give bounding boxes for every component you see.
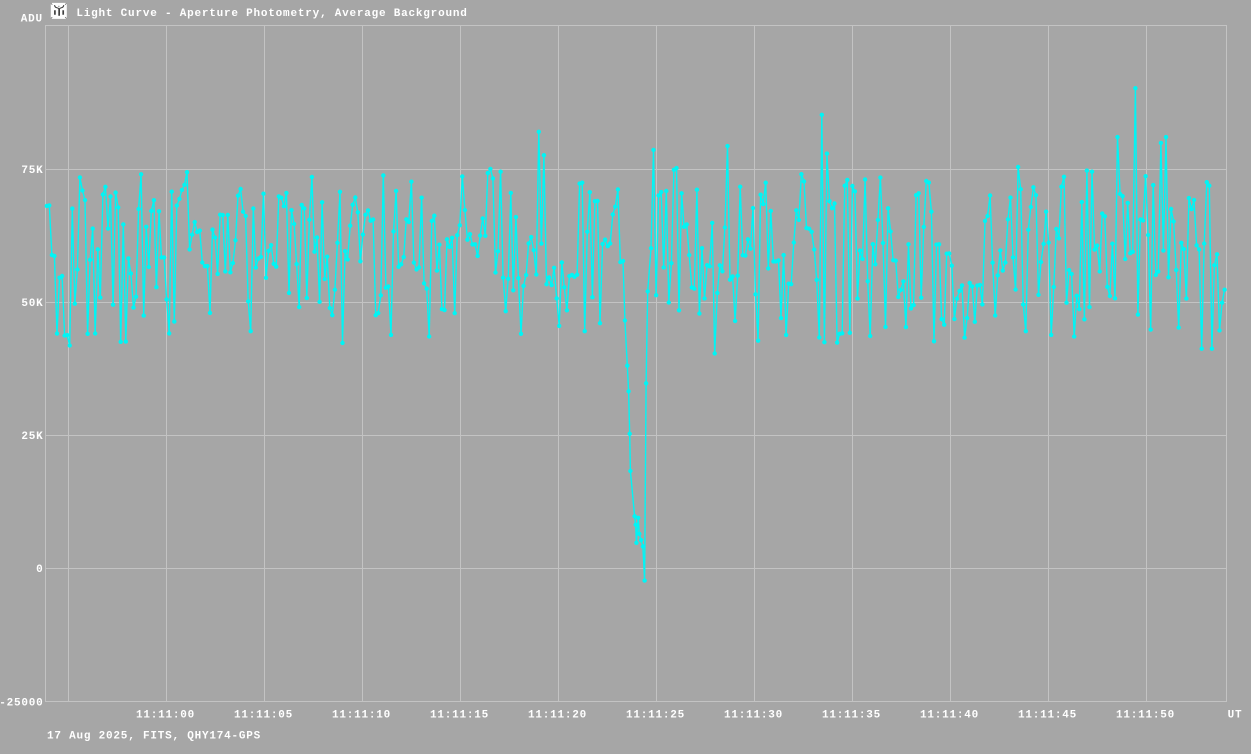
svg-text:UT: UT bbox=[1228, 710, 1243, 722]
svg-text:75K: 75K bbox=[21, 165, 43, 177]
svg-text:11:11:10: 11:11:10 bbox=[332, 710, 391, 722]
svg-text:11:11:35: 11:11:35 bbox=[822, 710, 881, 722]
svg-text:11:11:40: 11:11:40 bbox=[920, 710, 979, 722]
svg-text:17 Aug 2025, FITS, QHY174-GPS: 17 Aug 2025, FITS, QHY174-GPS bbox=[47, 730, 261, 742]
svg-text:11:11:50: 11:11:50 bbox=[1116, 710, 1175, 722]
svg-text:11:11:20: 11:11:20 bbox=[528, 710, 587, 722]
svg-text:Light Curve - Aperture Photome: Light Curve - Aperture Photometry, Avera… bbox=[76, 8, 467, 20]
svg-text:-25000: -25000 bbox=[0, 697, 44, 709]
svg-text:11:11:05: 11:11:05 bbox=[234, 710, 293, 722]
svg-text:11:11:00: 11:11:00 bbox=[136, 710, 195, 722]
svg-text:11:11:15: 11:11:15 bbox=[430, 710, 489, 722]
svg-text:0: 0 bbox=[36, 564, 43, 576]
svg-text:ADU: ADU bbox=[21, 14, 43, 26]
svg-text:25K: 25K bbox=[21, 431, 43, 443]
svg-text:11:11:25: 11:11:25 bbox=[626, 710, 685, 722]
svg-text:11:11:45: 11:11:45 bbox=[1018, 710, 1077, 722]
svg-text:11:11:30: 11:11:30 bbox=[724, 710, 783, 722]
svg-text:50K: 50K bbox=[21, 298, 43, 310]
